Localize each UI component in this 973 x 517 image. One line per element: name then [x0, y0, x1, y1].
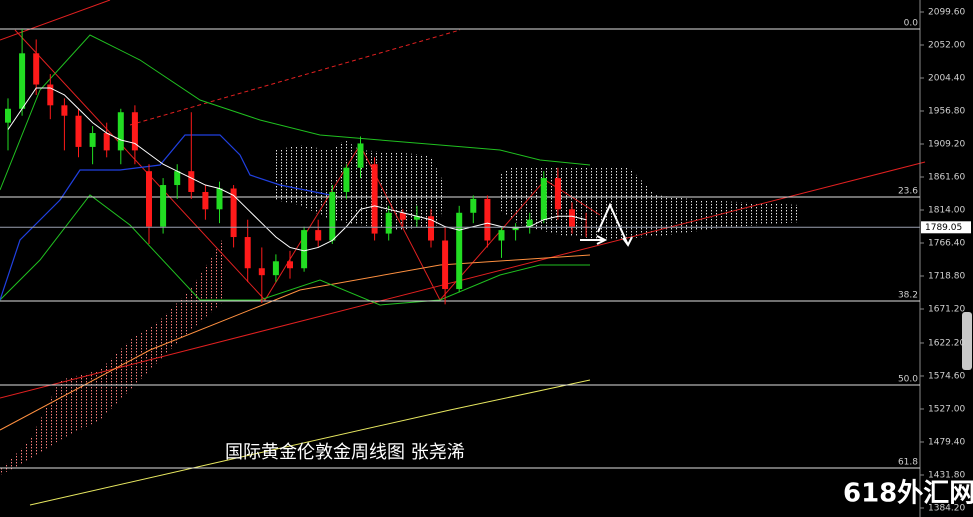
- candle-body: [287, 261, 293, 269]
- candle-body: [230, 188, 237, 238]
- band-upper: [0, 34, 591, 191]
- candle-body: [244, 237, 251, 269]
- candle-body: [385, 212, 392, 234]
- long-ma: [0, 254, 591, 431]
- candle-body: [202, 191, 209, 210]
- candle-body: [160, 185, 167, 227]
- candle-body: [33, 53, 40, 85]
- candle-body: [413, 216, 420, 220]
- candle-body: [526, 219, 533, 227]
- level-label: 23.6: [898, 186, 918, 196]
- y-tick-label: 1909.20: [928, 140, 965, 150]
- candle-body: [146, 171, 152, 227]
- level-label: 50.0: [898, 374, 918, 384]
- candle-body: [5, 108, 11, 123]
- candle-body: [470, 198, 477, 213]
- candle-body: [188, 171, 195, 192]
- price-box: [921, 221, 971, 234]
- y-tick-label: 1718.80: [928, 272, 965, 282]
- candle-body: [61, 105, 68, 116]
- candle-body: [498, 230, 505, 241]
- candle-body: [371, 164, 378, 234]
- candle-body: [399, 212, 406, 220]
- trendline: [129, 29, 461, 126]
- candle-body: [216, 188, 223, 210]
- y-tick-label: 1574.60: [928, 371, 965, 381]
- moving-average: [7, 87, 587, 252]
- y-tick-label: 1622.20: [928, 338, 965, 348]
- candle-body: [258, 268, 265, 276]
- candle-body: [554, 178, 561, 210]
- price-label: 1789.05: [925, 223, 962, 233]
- band-lower: [0, 194, 590, 306]
- level-label: 0.0: [904, 18, 919, 28]
- candle-body: [103, 133, 110, 151]
- candle-body: [19, 53, 26, 109]
- cloud-white: [275, 140, 445, 230]
- watermark: 618外汇网: [843, 479, 973, 509]
- candle-body: [117, 112, 124, 151]
- long-ma: [29, 379, 591, 506]
- y-tick-label: 2052.00: [928, 40, 965, 50]
- candle-body: [315, 230, 322, 241]
- y-tick-label: 1814.00: [928, 206, 965, 216]
- y-tick-label: 1479.40: [928, 437, 965, 447]
- candle-body: [357, 143, 364, 168]
- zigzag: [14, 29, 601, 301]
- candle-body: [89, 133, 96, 147]
- y-tick-label: 1527.00: [928, 404, 965, 414]
- candle-body: [343, 167, 350, 192]
- candle-body: [484, 198, 491, 241]
- chart-title: 国际黄金伦敦金周线图 张尧浠: [225, 442, 465, 463]
- arrow: [596, 235, 608, 245]
- candle-body: [428, 216, 434, 241]
- level-label: 38.2: [898, 291, 918, 301]
- y-tick-label: 2004.40: [928, 73, 965, 83]
- cloud-red: [0, 240, 225, 475]
- candle-body: [272, 261, 279, 276]
- trendline: [0, 161, 926, 399]
- candle-body: [47, 84, 54, 106]
- candle-body: [540, 178, 547, 220]
- arrow: [597, 202, 629, 246]
- kijun: [0, 134, 331, 301]
- candle-body: [456, 212, 463, 290]
- y-tick-label: 1671.20: [928, 305, 965, 315]
- candle-body: [174, 171, 181, 186]
- y-tick-label: 1431.80: [928, 470, 965, 480]
- candle-body: [301, 230, 308, 269]
- y-tick-label: 2099.60: [928, 7, 965, 17]
- level-label: 61.8: [898, 457, 918, 467]
- candle-body: [569, 209, 575, 227]
- candle-body: [442, 240, 449, 290]
- y-tick-label: 1384.20: [928, 503, 965, 513]
- y-tick-label: 1956.80: [928, 106, 965, 116]
- arrow: [622, 236, 633, 247]
- y-tick-label: 1861.60: [928, 173, 965, 183]
- candle-body: [75, 115, 82, 147]
- y-tick-label: 1766.40: [928, 239, 965, 249]
- candle-body: [329, 191, 336, 241]
- candle-body: [131, 112, 138, 151]
- scrollbar[interactable]: [962, 312, 972, 370]
